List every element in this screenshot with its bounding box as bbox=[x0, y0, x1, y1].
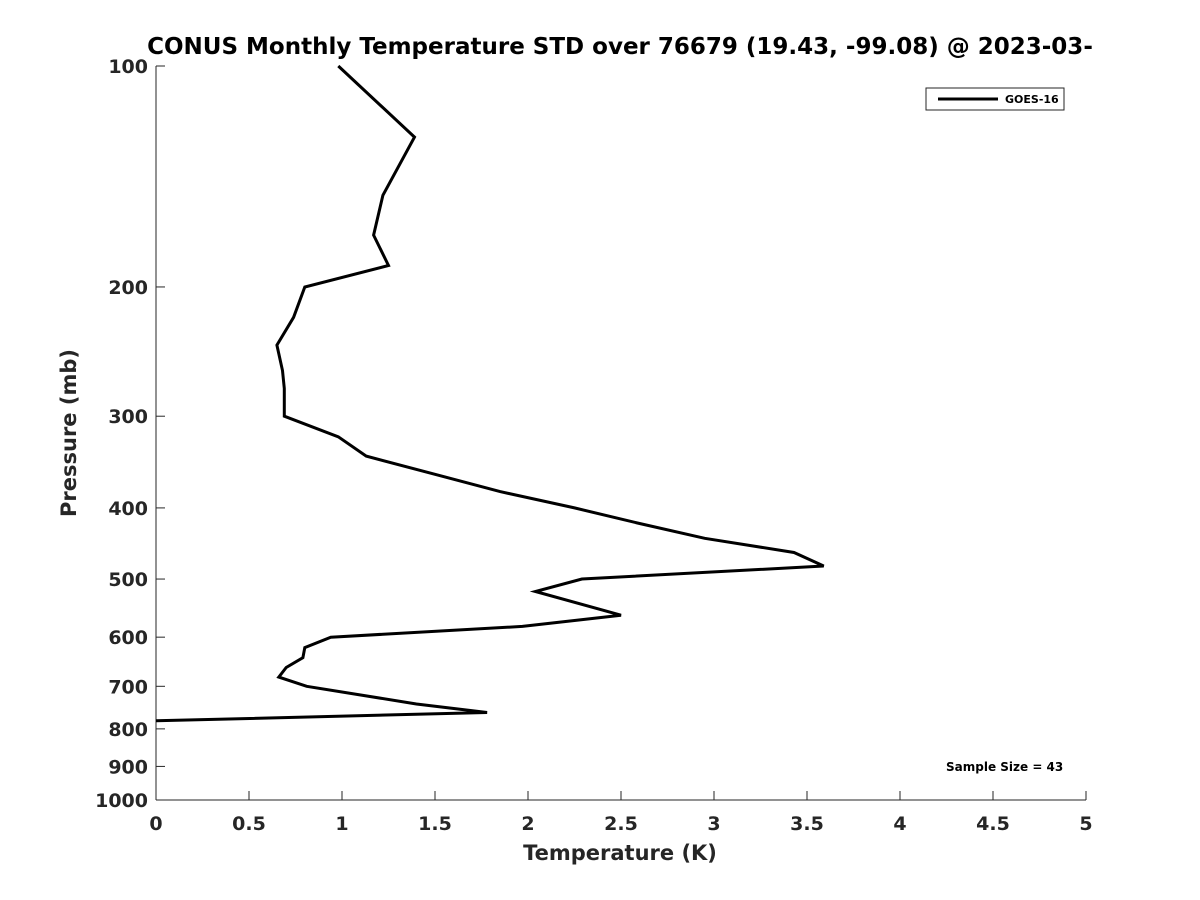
legend: GOES-16 bbox=[925, 87, 1065, 111]
x-tick-label: 3 bbox=[707, 813, 720, 835]
x-tick-label: 2 bbox=[521, 813, 534, 835]
y-tick-label: 900 bbox=[108, 756, 148, 778]
y-tick-label: 200 bbox=[108, 277, 148, 299]
x-tick-label: 1.5 bbox=[418, 813, 452, 835]
y-tick-label: 800 bbox=[108, 719, 148, 741]
x-tick-label: 4.5 bbox=[976, 813, 1010, 835]
x-tick-label: 1 bbox=[335, 813, 348, 835]
x-tick-label: 3.5 bbox=[790, 813, 824, 835]
y-tick-label: 100 bbox=[108, 56, 148, 78]
y-tick-label: 700 bbox=[108, 676, 148, 698]
x-tick-label: 2.5 bbox=[604, 813, 638, 835]
x-tick-label: 4 bbox=[893, 813, 906, 835]
legend-label: GOES-16 bbox=[1005, 93, 1059, 106]
y-tick-label: 1000 bbox=[95, 790, 148, 812]
x-tick-label: 0 bbox=[149, 813, 162, 835]
y-tick-label: 500 bbox=[108, 569, 148, 591]
x-tick-label: 5 bbox=[1079, 813, 1092, 835]
x-tick-label: 0.5 bbox=[232, 813, 266, 835]
y-tick-label: 400 bbox=[108, 498, 148, 520]
series-line-goes-16 bbox=[155, 64, 825, 723]
sample-size-annotation: Sample Size = 43 bbox=[946, 760, 1063, 774]
y-axis-label: Pressure (mb) bbox=[57, 349, 81, 517]
axes bbox=[155, 66, 1086, 801]
y-tick-label: 300 bbox=[108, 406, 148, 428]
ticks: 0 0.5 1 1.5 2 2.5 3 3.5 4 4.5 5 100 200 300 400 500 600 7… bbox=[95, 56, 1093, 835]
y-tick-label: 600 bbox=[108, 627, 148, 649]
x-axis-label: Temperature (K) bbox=[523, 841, 717, 865]
chart-title: CONUS Monthly Temperature STD over 76679… bbox=[147, 34, 1093, 60]
